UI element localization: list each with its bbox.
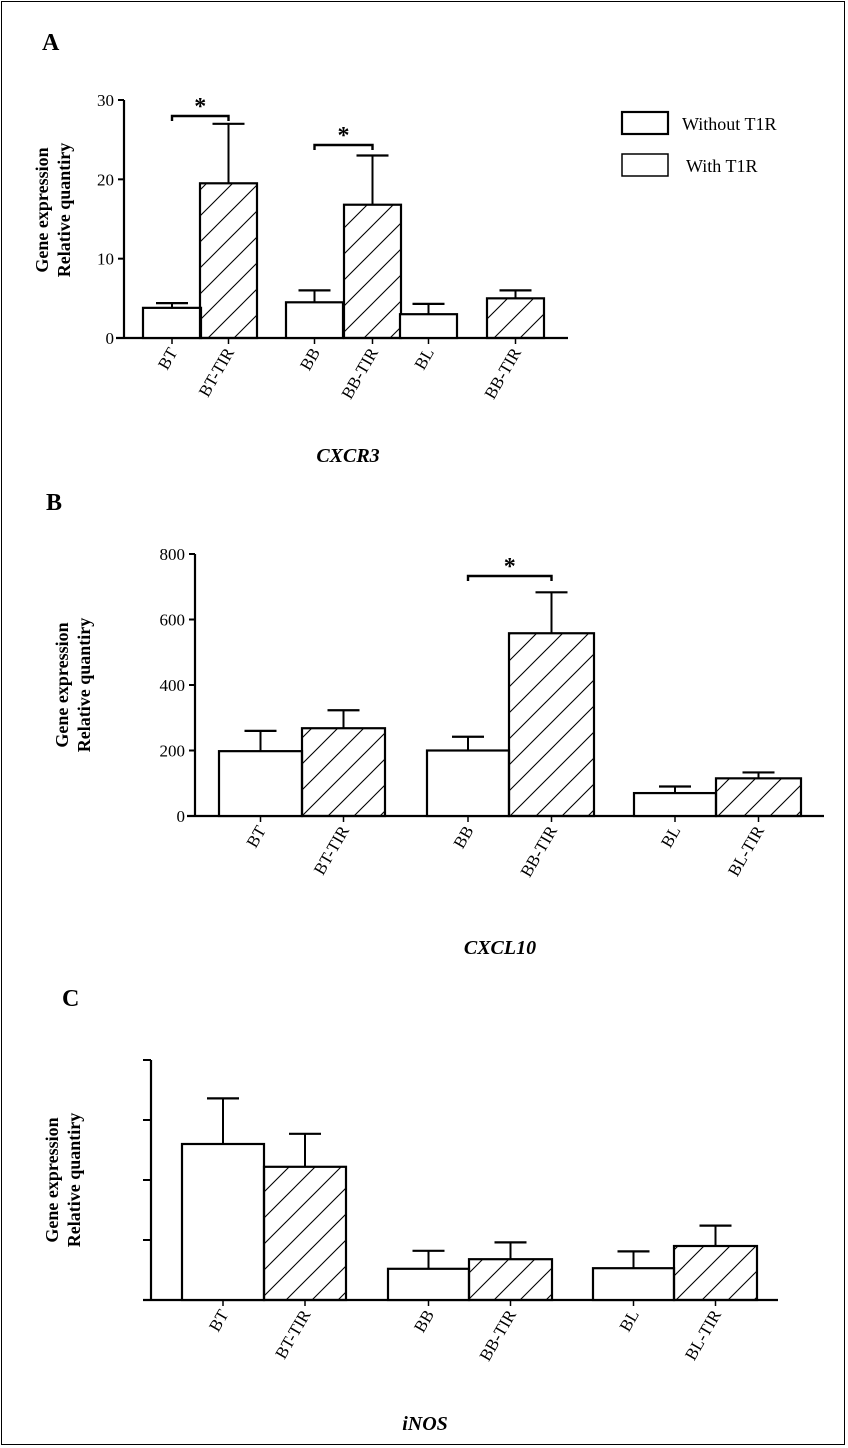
significance-star: *	[194, 94, 206, 120]
panel-b: B Gene expression Relative quantiry 0 200 400…	[46, 490, 824, 959]
significance-bracket	[313, 143, 374, 150]
legend-label: Without T1R	[682, 114, 776, 134]
bar	[591, 1267, 676, 1302]
panel-c: C Gene expression Relative quantiry BT BT-TI…	[42, 986, 778, 1435]
panel-letter: C	[62, 986, 79, 1012]
y-tick-label: 20	[97, 170, 114, 189]
bar	[217, 750, 304, 818]
panel-a: A Gene expression Relative quantiry 0 10 20 30…	[32, 30, 568, 467]
bar	[180, 1142, 266, 1302]
bar	[141, 306, 203, 340]
legend: Without T1R With T1R	[620, 110, 776, 177]
category-label: BB-TIR	[338, 344, 383, 402]
category-label: BL-TIR	[681, 1306, 725, 1364]
legend-swatch	[620, 110, 670, 136]
bar	[342, 203, 403, 340]
bar	[425, 749, 511, 818]
category-label: BB	[296, 345, 324, 374]
bar	[398, 313, 459, 340]
y-axis-label-line: Relative quantiry	[64, 1113, 84, 1248]
category-label: BB-TIR	[481, 344, 526, 402]
gene-name: CXCL10	[464, 937, 536, 959]
category-label: BB	[410, 1307, 438, 1336]
y-axis-label-line: Relative quantiry	[74, 618, 94, 753]
gene-name: iNOS	[402, 1413, 448, 1435]
significance-bracket	[466, 574, 553, 581]
bar	[485, 297, 546, 340]
category-label: BT-TIR	[310, 822, 353, 878]
category-label: BL	[657, 823, 684, 851]
y-tick-label: 200	[160, 742, 186, 761]
category-label: BL	[411, 345, 438, 373]
category-label: BL	[616, 1307, 643, 1335]
category-label: BT	[243, 822, 271, 851]
bar	[672, 1244, 759, 1302]
bar	[262, 1165, 348, 1302]
y-tick-label: 0	[177, 807, 186, 826]
significance-star: *	[338, 123, 350, 149]
y-tick-label: 400	[160, 676, 186, 695]
bar	[386, 1267, 471, 1302]
y-axis-label-line: Gene expression	[52, 622, 72, 747]
category-label: BT	[154, 344, 182, 373]
y-tick-label: 10	[97, 250, 114, 269]
y-axis-label: Gene expression Relative quantiry	[42, 1113, 84, 1248]
bar	[507, 632, 596, 818]
bar	[714, 777, 803, 818]
category-label: BB-TIR	[517, 822, 562, 880]
bar	[300, 727, 387, 818]
y-axis-label-line: Gene expression	[42, 1117, 62, 1242]
y-tick-label: 30	[97, 91, 114, 110]
category-label: BT-TIR	[271, 1306, 314, 1362]
category-label: BT	[205, 1306, 233, 1335]
y-tick-label: 600	[160, 611, 186, 630]
legend-label: With T1R	[686, 156, 757, 176]
panel-letter: A	[42, 30, 60, 56]
category-label: BL-TIR	[724, 822, 768, 880]
significance-star: *	[504, 554, 516, 580]
category-label: BB-TIR	[476, 1306, 521, 1364]
gene-name: CXCR3	[316, 445, 379, 467]
y-tick-label: 800	[160, 545, 186, 564]
significance-bracket	[170, 114, 230, 121]
panel-letter: B	[46, 490, 62, 516]
bar	[467, 1258, 554, 1302]
bar	[284, 301, 345, 340]
y-axis-label: Gene expression Relative quantiry	[52, 618, 94, 753]
y-axis-label: Gene expression Relative quantiry	[32, 143, 74, 278]
legend-swatch	[621, 153, 669, 177]
category-label: BT-TIR	[195, 344, 238, 400]
y-tick-label: 0	[106, 329, 115, 348]
y-axis-label-line: Gene expression	[32, 147, 52, 272]
y-axis-label-line: Relative quantiry	[54, 143, 74, 278]
category-label: BB	[450, 823, 478, 852]
bar	[198, 182, 259, 340]
bar	[632, 791, 718, 818]
